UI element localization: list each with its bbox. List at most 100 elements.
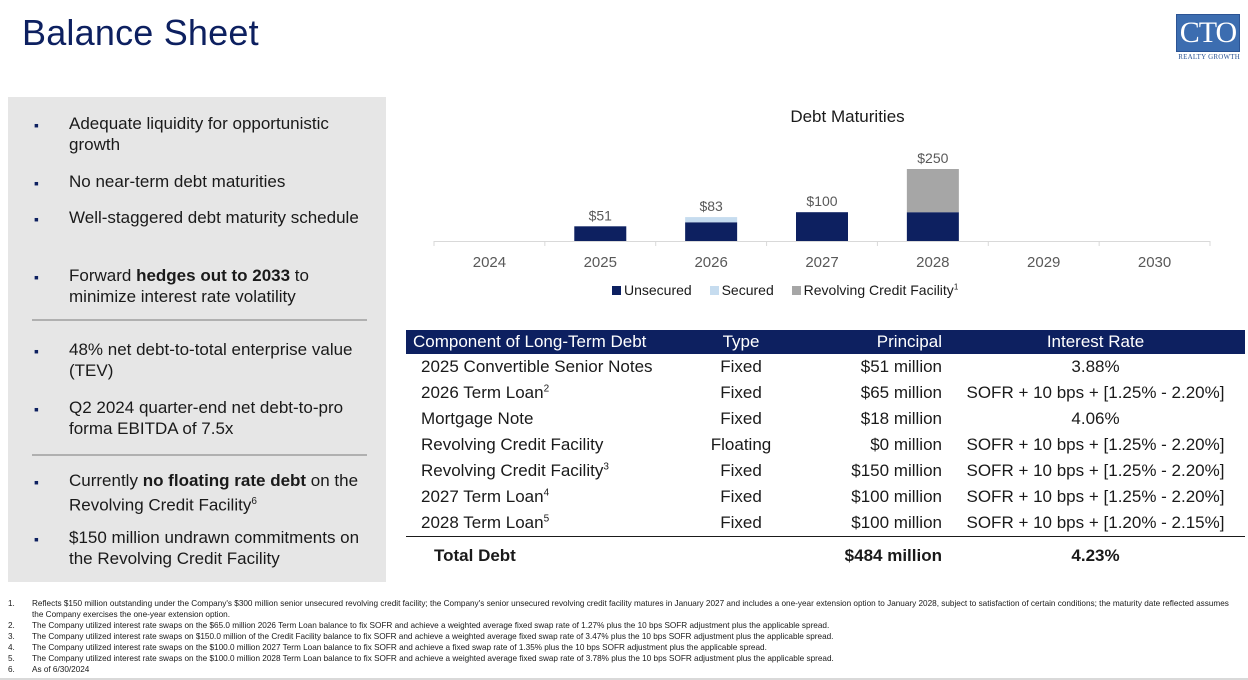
- bullet-text: Adequate liquidity for opportunistic gro…: [69, 114, 329, 154]
- debt-type: Fixed: [720, 357, 762, 376]
- debt-principal: $100 million: [851, 512, 942, 532]
- logo-text: CTO: [1179, 16, 1237, 49]
- debt-type: Floating: [710, 435, 772, 454]
- debt-rate: SOFR + 10 bps + [1.20% - 2.15%]: [966, 512, 1225, 532]
- bullet-text: $150 million undrawn commitments on the …: [69, 528, 360, 568]
- table-row: 2025 Convertible Senior Notes Fixed $51 …: [406, 354, 1245, 380]
- debt-rate: SOFR + 10 bps + [1.25% - 2.20%]: [966, 383, 1225, 402]
- debt-name: Revolving Credit Facility3: [421, 461, 609, 480]
- debt-type: Fixed: [720, 461, 762, 480]
- bar-segment: [685, 217, 738, 223]
- debt-type: Fixed: [720, 512, 762, 532]
- debt-principal: $100 million: [851, 487, 942, 506]
- footnote: 5. The Company utilized interest rate swa…: [8, 654, 834, 663]
- bullet-marker: ▪: [34, 343, 39, 359]
- debt-rate: SOFR + 10 bps + [1.25% - 2.20%]: [966, 461, 1225, 480]
- table-row: 2027 Term Loan4 Fixed $100 million SOFR …: [406, 484, 1245, 510]
- bullet-marker: ▪: [34, 269, 39, 285]
- debt-name: 2025 Convertible Senior Notes: [421, 357, 653, 376]
- legend-swatch: [709, 286, 719, 295]
- total-rate: 4.23%: [946, 535, 1245, 576]
- footnote: 2. The Company utilized interest rate swa…: [8, 621, 830, 630]
- table-row: 2028 Term Loan5 Fixed $100 million SOFR …: [406, 510, 1245, 536]
- table-row: Mortgage Note Fixed $18 million 4.06%: [406, 406, 1245, 432]
- debt-rate: 4.06%: [1071, 409, 1120, 428]
- logo-subtext: REALTY GROWTH: [1178, 53, 1240, 61]
- legend-item-secured: Secured: [709, 282, 774, 298]
- x-tick-label: 2028: [916, 254, 949, 271]
- debt-principal: $150 million: [851, 461, 942, 480]
- bullet-text: Well-staggered debt maturity schedule: [69, 208, 359, 227]
- x-tick-label: 2030: [1138, 254, 1171, 271]
- bullet-text: Q2 2024 quarter-end net debt-to-pro form…: [69, 398, 344, 438]
- debt-principal: $0 million: [870, 435, 942, 454]
- total-type: [696, 535, 786, 576]
- legend-item-unsecured: Unsecured: [612, 282, 692, 298]
- bar-total-label: $83: [699, 198, 723, 214]
- total-principal: $484 million: [786, 535, 946, 576]
- debt-name: 2027 Term Loan4: [421, 487, 550, 506]
- legend-item-revolver: Revolving Credit Facility1: [791, 282, 958, 298]
- bar-total-label: $100: [806, 193, 837, 209]
- bar-segment: [796, 212, 848, 241]
- legend-swatch: [791, 286, 801, 295]
- chart-legend: Unsecured Secured Revolving Credit Facil…: [612, 282, 972, 298]
- footnote: 3. The Company utilized interest rate swa…: [8, 632, 834, 641]
- column-header: Principal: [786, 330, 946, 354]
- bullet-marker: ▪: [34, 175, 39, 191]
- bullet-marker: ▪: [34, 401, 39, 417]
- table-row: Revolving Credit Facility Floating $0 mi…: [406, 432, 1245, 458]
- table-row: Revolving Credit Facility3 Fixed $150 mi…: [406, 458, 1245, 484]
- bar-segment: [906, 212, 959, 241]
- debt-rate: SOFR + 10 bps + [1.25% - 2.20%]: [966, 487, 1225, 506]
- table-header-row: Component of Long-Term Debt Type Princip…: [406, 330, 1245, 354]
- footnote: 4. The Company utilized interest rate swa…: [8, 643, 767, 652]
- section-divider: [32, 319, 367, 321]
- bullet-text: Currently no floating rate debt on the R…: [69, 471, 359, 515]
- page-title: Balance Sheet: [22, 12, 259, 53]
- bullet-text: 48% net debt-to-total enterprise value (…: [69, 340, 353, 380]
- company-logo: CTO REALTY GROWTH: [1176, 14, 1240, 62]
- x-tick-label: 2025: [584, 254, 617, 271]
- bar-segment: [685, 222, 738, 241]
- debt-maturities-chart: 2024 $51 2025 $83 2026 $100 2027 $250 2028 2029 20…: [433, 150, 1211, 271]
- debt-name: 2028 Term Loan5: [421, 512, 550, 532]
- debt-principal: $18 million: [860, 409, 942, 428]
- footnotes: 1. Reflects $150 million outstanding unde…: [8, 598, 1238, 675]
- bar-total-label: $250: [917, 150, 948, 166]
- bottom-rule: [0, 678, 1248, 680]
- debt-name: 2026 Term Loan2: [421, 383, 550, 402]
- debt-type: Fixed: [720, 383, 762, 402]
- debt-principal: $51 million: [860, 357, 942, 376]
- debt-type: Fixed: [720, 409, 762, 428]
- total-label: Total Debt: [406, 535, 696, 576]
- logo-box: [1176, 14, 1240, 52]
- bullet-text: Forward hedges out to 2033 to minimize i…: [69, 266, 309, 306]
- column-header: Interest Rate: [946, 330, 1245, 354]
- column-header: Component of Long-Term Debt: [406, 330, 696, 354]
- bullet-marker: ▪: [34, 474, 39, 490]
- bar-segment: [574, 226, 627, 241]
- key-points-panel: ▪ Adequate liquidity for opportunistic g…: [8, 97, 386, 582]
- x-tick-label: 2024: [473, 254, 506, 271]
- footnote: 6. As of 6/30/2024: [8, 665, 90, 674]
- debt-type: Fixed: [720, 487, 762, 506]
- column-header: Type: [696, 330, 786, 354]
- section-divider: [32, 454, 367, 456]
- debt-rate: 3.88%: [1071, 357, 1120, 376]
- table-row: 2026 Term Loan2 Fixed $65 million SOFR +…: [406, 380, 1245, 406]
- x-tick-label: 2029: [1027, 254, 1060, 271]
- debt-principal: $65 million: [860, 383, 942, 402]
- bar-total-label: $51: [589, 207, 613, 223]
- debt-name: Revolving Credit Facility: [421, 435, 604, 454]
- debt-name: Mortgage Note: [421, 409, 534, 428]
- bar-segment: [906, 169, 959, 213]
- debt-components-table: Component of Long-Term Debt Type Princip…: [406, 330, 1245, 576]
- bullet-text: No near-term debt maturities: [69, 172, 286, 191]
- legend-swatch: [612, 286, 621, 295]
- total-row: Total Debt $484 million 4.23%: [406, 535, 1245, 576]
- bullet-marker: ▪: [34, 211, 39, 227]
- x-tick-label: 2026: [694, 254, 727, 271]
- footnote: 1. Reflects $150 million outstanding unde…: [8, 599, 1229, 619]
- chart-title: Debt Maturities: [790, 107, 905, 126]
